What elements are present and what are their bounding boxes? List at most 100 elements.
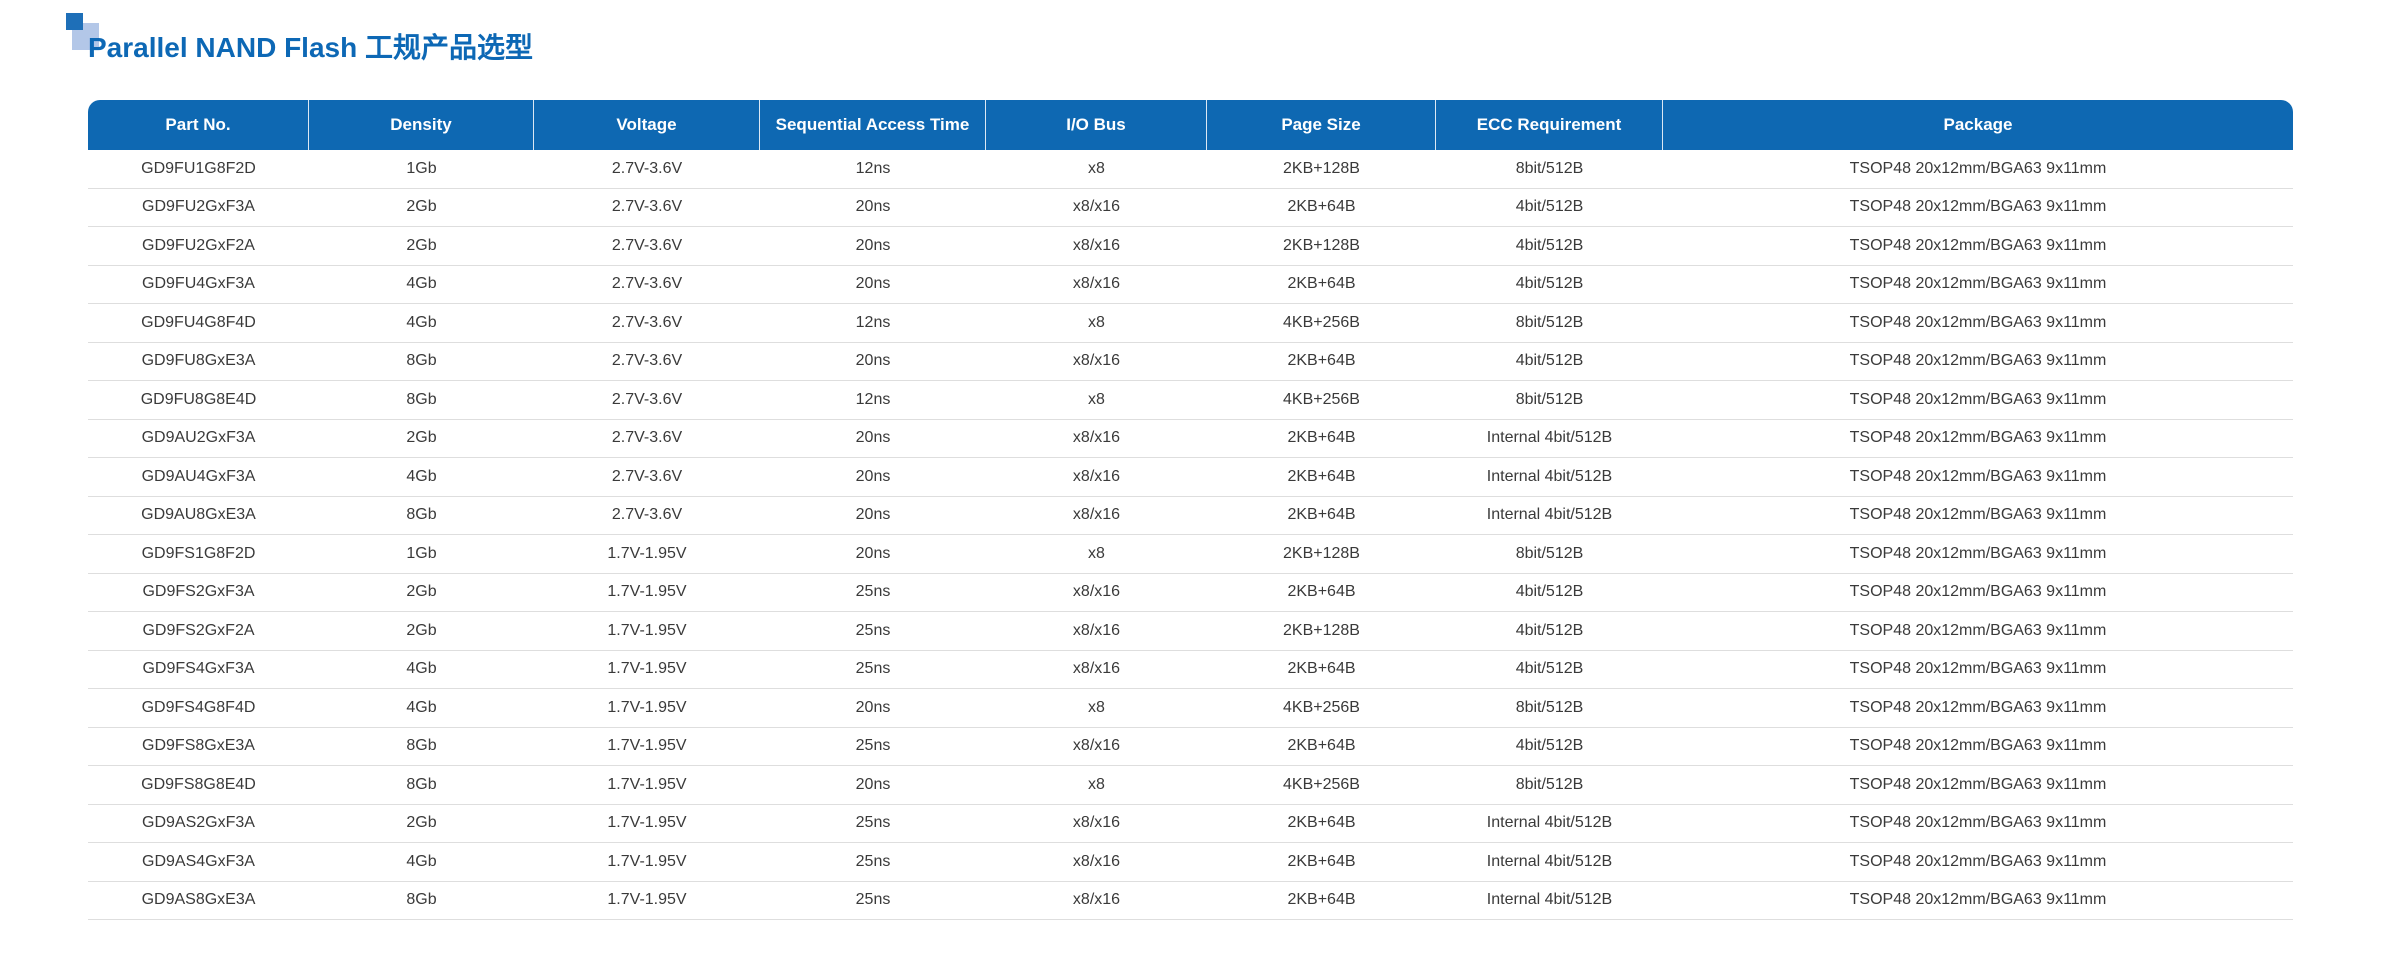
table-cell: x8/x16 [986, 458, 1207, 497]
table-cell: 2KB+64B [1207, 189, 1436, 227]
table-cell: x8/x16 [986, 728, 1207, 766]
table-row: GD9FS8G8E4D 8Gb 1.7V-1.95V 20ns x8 4KB+256B 8b… [88, 766, 2293, 805]
table-cell: 1.7V-1.95V [534, 689, 760, 728]
table-cell: TSOP48 20x12mm/BGA63 9x11mm [1663, 612, 2293, 651]
table-cell: 1.7V-1.95V [534, 882, 760, 920]
table-cell: x8/x16 [986, 843, 1207, 882]
table-cell: 2.7V-3.6V [534, 304, 760, 343]
table-cell: 25ns [760, 728, 986, 766]
table-row: GD9AS4GxF3A 4Gb 1.7V-1.95V 25ns x8/x16 2KB+64… [88, 843, 2293, 882]
table-cell: Internal 4bit/512B [1436, 497, 1663, 535]
table-cell: GD9FS4G8F4D [88, 689, 309, 728]
table-cell: 2KB+64B [1207, 882, 1436, 920]
table-cell: x8/x16 [986, 574, 1207, 612]
table-cell: 1Gb [309, 535, 534, 574]
table-row: GD9FU1G8F2D 1Gb 2.7V-3.6V 12ns x8 2KB+128B 8bi… [88, 150, 2293, 189]
column-header: ECC Requirement [1436, 100, 1663, 150]
table-cell: 2.7V-3.6V [534, 497, 760, 535]
table-cell: TSOP48 20x12mm/BGA63 9x11mm [1663, 766, 2293, 805]
table-cell: 2KB+64B [1207, 343, 1436, 381]
table-cell: 8Gb [309, 728, 534, 766]
table-cell: GD9FU2GxF2A [88, 227, 309, 266]
table-cell: 4bit/512B [1436, 728, 1663, 766]
table-cell: 4bit/512B [1436, 343, 1663, 381]
table-cell: x8/x16 [986, 343, 1207, 381]
table-cell: 20ns [760, 420, 986, 458]
table-row: GD9FU8GxE3A 8Gb 2.7V-3.6V 20ns x8/x16 2KB+64B… [88, 343, 2293, 381]
column-header: Part No. [88, 100, 309, 150]
table-cell: GD9FU2GxF3A [88, 189, 309, 227]
table-cell: 2Gb [309, 189, 534, 227]
table-cell: GD9FS8GxE3A [88, 728, 309, 766]
table-cell: TSOP48 20x12mm/BGA63 9x11mm [1663, 343, 2293, 381]
column-header: Package [1663, 100, 2293, 150]
table-cell: TSOP48 20x12mm/BGA63 9x11mm [1663, 689, 2293, 728]
table-cell: 8bit/512B [1436, 689, 1663, 728]
table-cell: 2.7V-3.6V [534, 227, 760, 266]
table-cell: 25ns [760, 882, 986, 920]
table-cell: Internal 4bit/512B [1436, 882, 1663, 920]
table-cell: x8 [986, 535, 1207, 574]
table-cell: GD9AS4GxF3A [88, 843, 309, 882]
table-cell: 2KB+128B [1207, 150, 1436, 189]
table-cell: 8bit/512B [1436, 766, 1663, 805]
table-cell: 2.7V-3.6V [534, 381, 760, 420]
table-row: GD9AU2GxF3A 2Gb 2.7V-3.6V 20ns x8/x16 2KB+64B… [88, 420, 2293, 458]
table-cell: 4bit/512B [1436, 612, 1663, 651]
table-cell: 2.7V-3.6V [534, 189, 760, 227]
table-cell: TSOP48 20x12mm/BGA63 9x11mm [1663, 458, 2293, 497]
table-cell: 8bit/512B [1436, 381, 1663, 420]
table-cell: x8 [986, 304, 1207, 343]
table-cell: 4bit/512B [1436, 266, 1663, 304]
column-header: Page Size [1207, 100, 1436, 150]
table-cell: 25ns [760, 612, 986, 651]
table-cell: 2Gb [309, 805, 534, 843]
table-cell: 2KB+64B [1207, 420, 1436, 458]
table-cell: 25ns [760, 574, 986, 612]
table-cell: 2KB+64B [1207, 651, 1436, 689]
table-cell: Internal 4bit/512B [1436, 805, 1663, 843]
table-cell: x8/x16 [986, 227, 1207, 266]
table-row: GD9FS1G8F2D 1Gb 1.7V-1.95V 20ns x8 2KB+128B 8b… [88, 535, 2293, 574]
title-accent-square-dark-icon [66, 13, 83, 30]
table-cell: 8bit/512B [1436, 304, 1663, 343]
table-cell: 1.7V-1.95V [534, 651, 760, 689]
table-cell: GD9FU8G8E4D [88, 381, 309, 420]
table-cell: 2KB+128B [1207, 612, 1436, 651]
table-cell: 2KB+64B [1207, 843, 1436, 882]
table-cell: x8/x16 [986, 189, 1207, 227]
table-row: GD9FU2GxF2A 2Gb 2.7V-3.6V 20ns x8/x16 2KB+128… [88, 227, 2293, 266]
column-header: Sequential Access Time [760, 100, 986, 150]
table-cell: 12ns [760, 150, 986, 189]
table-cell: 2KB+64B [1207, 497, 1436, 535]
table-row: GD9FU4GxF3A 4Gb 2.7V-3.6V 20ns x8/x16 2KB+64B… [88, 266, 2293, 304]
table-row: GD9FU2GxF3A 2Gb 2.7V-3.6V 20ns x8/x16 2KB+64B… [88, 189, 2293, 227]
table-cell: TSOP48 20x12mm/BGA63 9x11mm [1663, 189, 2293, 227]
table-cell: 8Gb [309, 381, 534, 420]
table-cell: TSOP48 20x12mm/BGA63 9x11mm [1663, 728, 2293, 766]
table-cell: 1.7V-1.95V [534, 612, 760, 651]
table-cell: 8bit/512B [1436, 150, 1663, 189]
table-cell: GD9FS1G8F2D [88, 535, 309, 574]
table-cell: TSOP48 20x12mm/BGA63 9x11mm [1663, 266, 2293, 304]
table-cell: 4KB+256B [1207, 689, 1436, 728]
table-cell: 8Gb [309, 766, 534, 805]
table-cell: 4Gb [309, 458, 534, 497]
table-cell: TSOP48 20x12mm/BGA63 9x11mm [1663, 497, 2293, 535]
table-header: Part No. Density Voltage Sequential Access … [88, 100, 2293, 150]
table-cell: 2KB+128B [1207, 535, 1436, 574]
table-cell: x8/x16 [986, 882, 1207, 920]
table-cell: 1Gb [309, 150, 534, 189]
table-cell: 1.7V-1.95V [534, 766, 760, 805]
table-cell: 4Gb [309, 689, 534, 728]
table-cell: 1.7V-1.95V [534, 574, 760, 612]
table-cell: 20ns [760, 227, 986, 266]
table-cell: 2KB+128B [1207, 227, 1436, 266]
table-cell: TSOP48 20x12mm/BGA63 9x11mm [1663, 227, 2293, 266]
table-cell: 2KB+64B [1207, 458, 1436, 497]
table-cell: GD9FS4GxF3A [88, 651, 309, 689]
table-cell: 20ns [760, 766, 986, 805]
table-cell: 25ns [760, 805, 986, 843]
table-cell: Internal 4bit/512B [1436, 843, 1663, 882]
table-cell: x8 [986, 689, 1207, 728]
